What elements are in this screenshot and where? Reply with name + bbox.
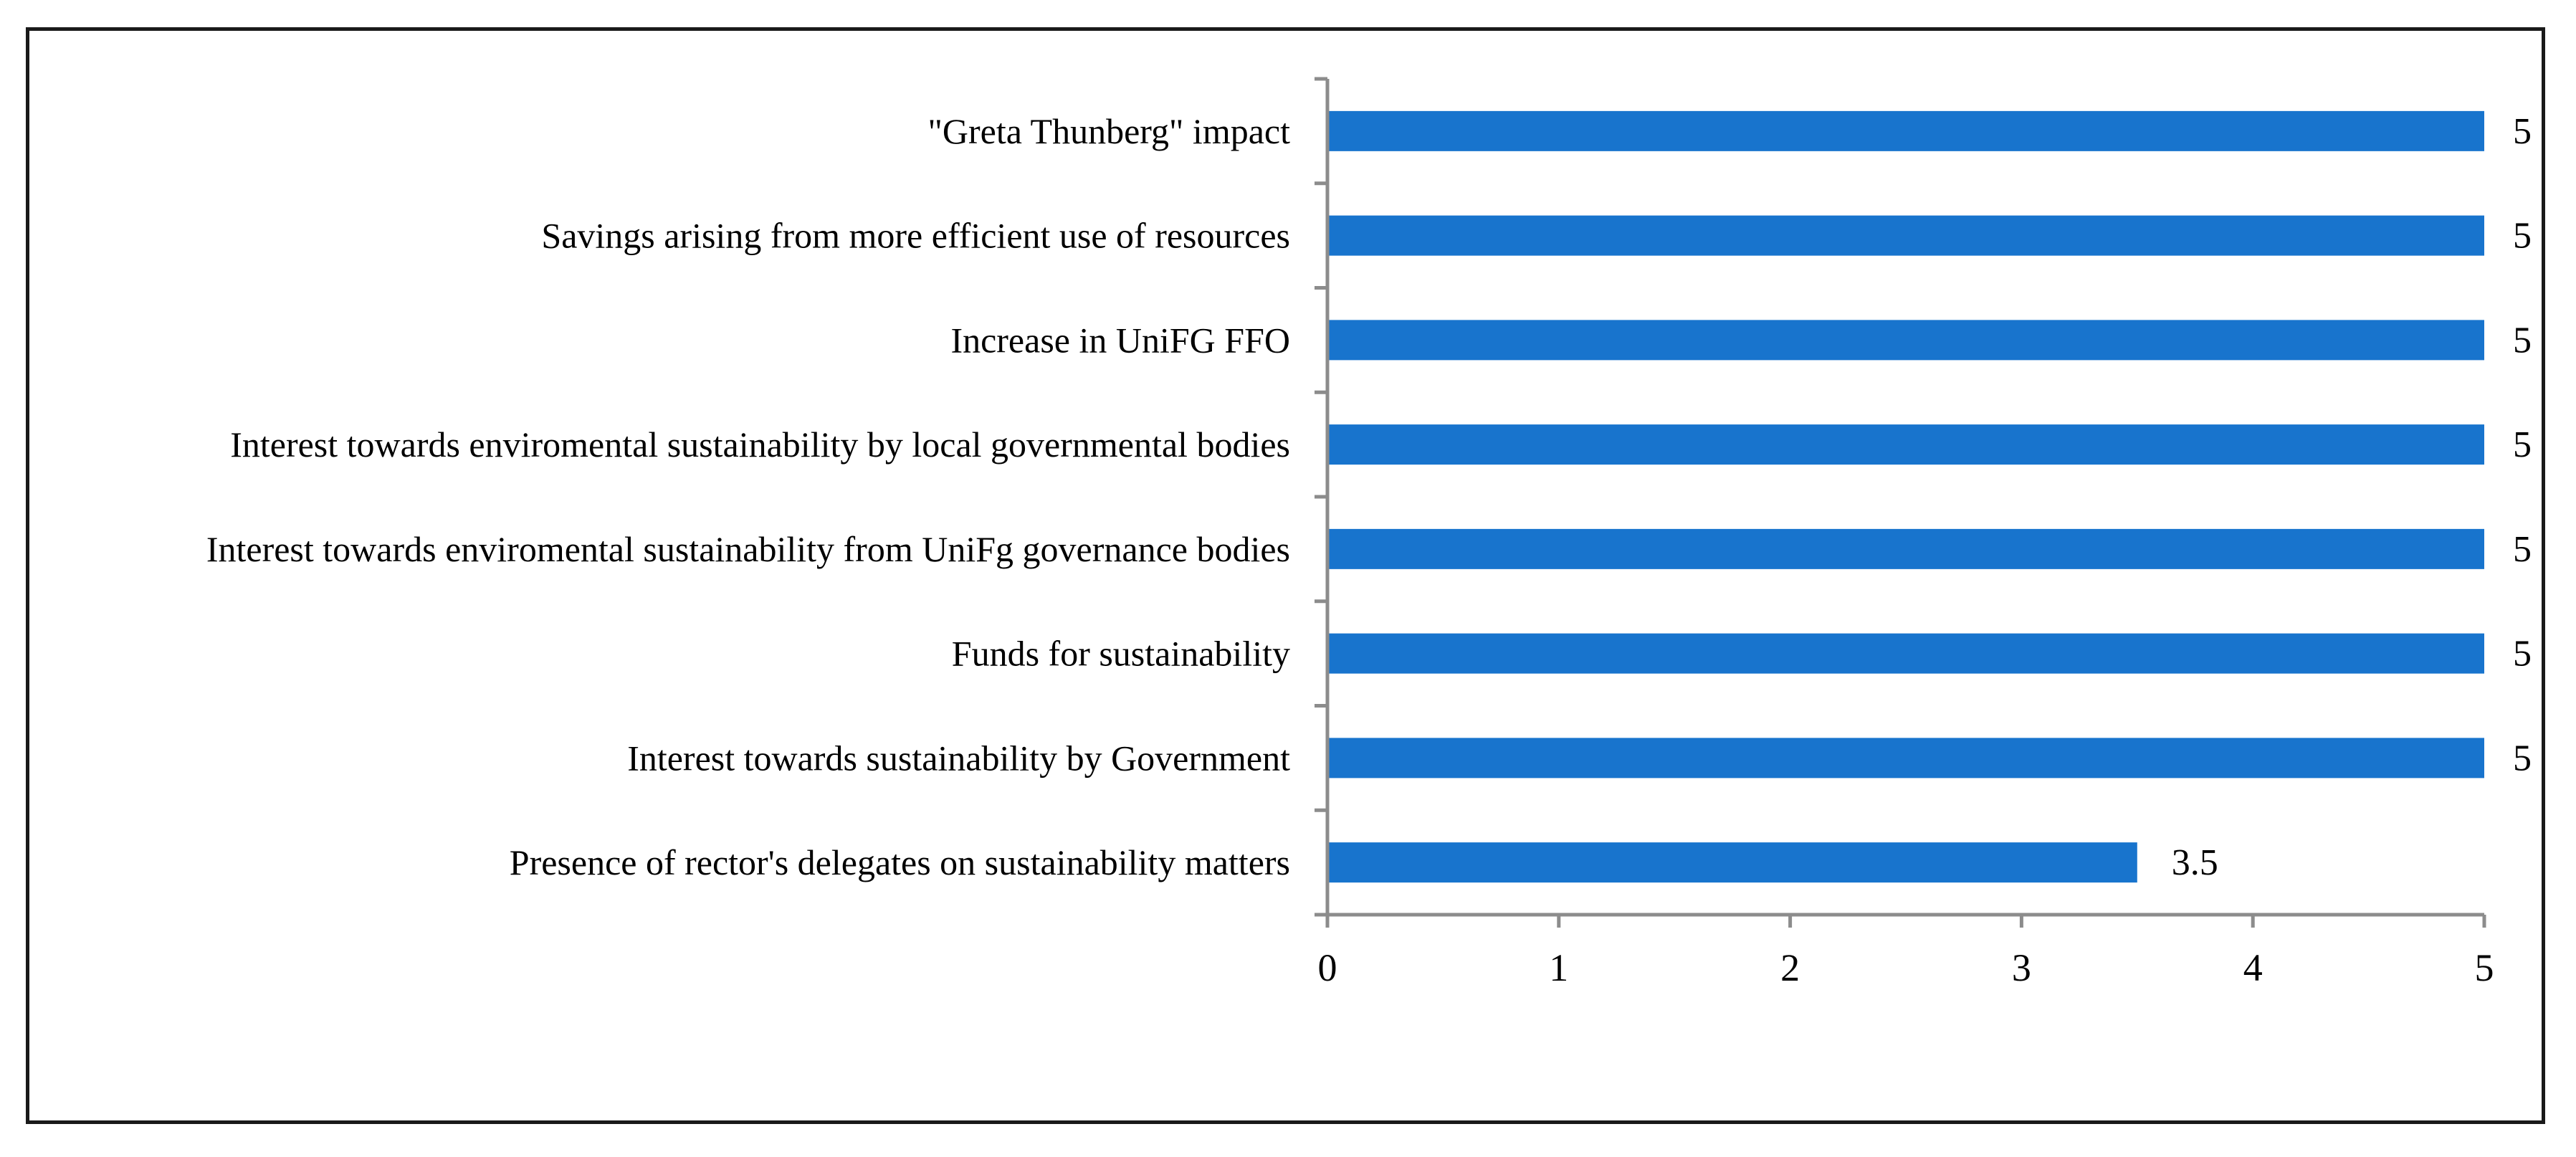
bar-5 (1327, 528, 2484, 569)
bar-4 (1327, 424, 2484, 465)
category-label-7: Interest towards sustainability by Gover… (627, 738, 1290, 778)
data-label-1: 5 (2513, 111, 2532, 152)
category-label-4: Interest towards enviromental sustainabi… (230, 424, 1290, 465)
category-label-5: Interest towards enviromental sustainabi… (206, 529, 1290, 569)
category-label-1: "Greta Thunberg" impact (928, 111, 1291, 151)
data-label-6: 5 (2513, 634, 2532, 675)
data-label-5: 5 (2513, 529, 2532, 570)
bar-6 (1327, 633, 2484, 674)
bar-2 (1327, 215, 2484, 256)
chart-frame (26, 27, 2545, 1124)
data-label-8: 3.5 (2172, 842, 2218, 883)
data-label-7: 5 (2513, 738, 2532, 779)
bar-8 (1327, 842, 2137, 883)
data-label-3: 5 (2513, 320, 2532, 361)
x-tick-label-5: 5 (2475, 946, 2494, 989)
labels-layer: "Greta Thunberg" impact 5 Savings arising … (206, 111, 2532, 989)
data-label-4: 5 (2513, 424, 2532, 465)
x-tick-label-2: 2 (1780, 946, 1800, 989)
x-tick-label-4: 4 (2243, 946, 2263, 989)
category-label-8: Presence of rector's delegates on sustai… (510, 842, 1290, 882)
bar-7 (1327, 738, 2484, 779)
bar-1 (1327, 110, 2484, 151)
data-label-2: 5 (2513, 216, 2532, 257)
category-label-6: Funds for sustainability (952, 634, 1290, 674)
bars-layer (1327, 110, 2484, 883)
category-label-2: Savings arising from more efficient use … (541, 216, 1290, 256)
x-tick-label-3: 3 (2012, 946, 2031, 989)
x-tick-label-1: 1 (1549, 946, 1568, 989)
category-label-3: Increase in UniFG FFO (950, 320, 1290, 360)
axes-layer (1315, 77, 2486, 928)
x-tick-label-0: 0 (1318, 946, 1337, 989)
bar-3 (1327, 320, 2484, 361)
